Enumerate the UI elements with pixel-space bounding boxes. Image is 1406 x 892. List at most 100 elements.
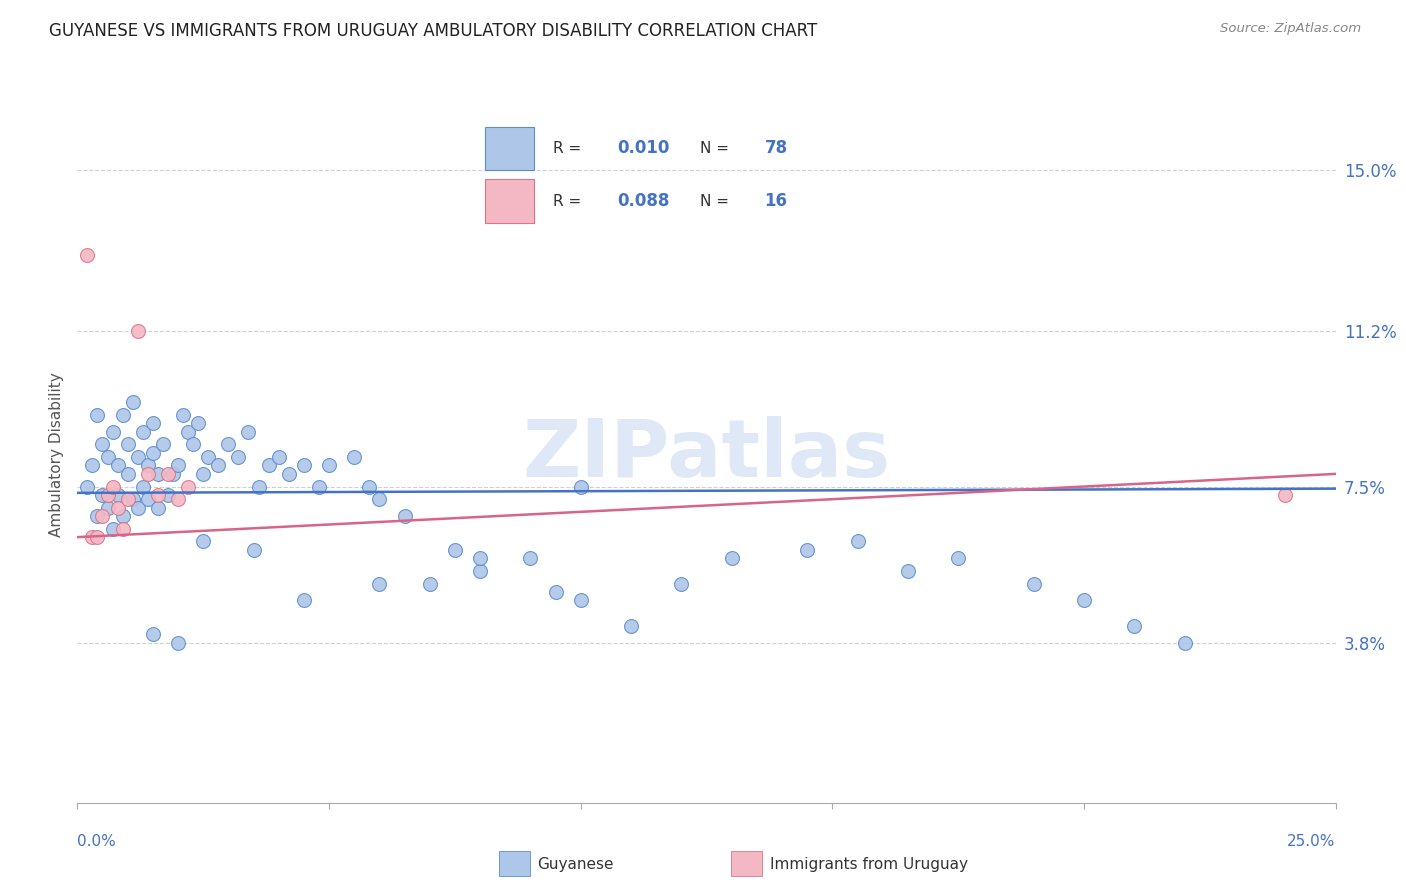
Point xyxy=(419,576,441,591)
FancyBboxPatch shape xyxy=(485,127,534,170)
Point xyxy=(343,450,366,464)
Point xyxy=(136,492,159,507)
Point xyxy=(368,576,391,591)
Point xyxy=(96,488,118,502)
Text: N =: N = xyxy=(700,141,734,156)
Text: 0.0%: 0.0% xyxy=(77,834,117,849)
Text: ZIPatlas: ZIPatlas xyxy=(523,416,890,494)
Point xyxy=(167,492,190,507)
Point xyxy=(111,522,134,536)
Point xyxy=(444,542,467,557)
Point xyxy=(172,408,194,422)
Point xyxy=(117,492,139,507)
Point xyxy=(146,488,169,502)
Point xyxy=(468,551,491,566)
Point xyxy=(162,467,184,481)
Point xyxy=(96,500,118,515)
Text: 25.0%: 25.0% xyxy=(1288,834,1336,849)
Point xyxy=(91,437,114,451)
Point xyxy=(96,450,118,464)
Y-axis label: Ambulatory Disability: Ambulatory Disability xyxy=(49,373,65,537)
Point xyxy=(101,479,124,493)
Point xyxy=(267,450,290,464)
Point xyxy=(519,551,541,566)
Point xyxy=(142,417,165,431)
Point xyxy=(177,425,200,439)
Text: R =: R = xyxy=(553,141,586,156)
Point xyxy=(569,479,592,493)
Point xyxy=(82,458,104,473)
Point xyxy=(846,534,869,549)
Point xyxy=(101,522,124,536)
Point xyxy=(146,467,169,481)
Point xyxy=(156,488,179,502)
Text: R =: R = xyxy=(553,194,586,209)
Point xyxy=(292,593,315,607)
Point xyxy=(107,488,129,502)
Point xyxy=(127,324,149,338)
Point xyxy=(948,551,970,566)
Point xyxy=(91,488,114,502)
Point xyxy=(111,408,134,422)
Text: 78: 78 xyxy=(765,139,787,158)
Point xyxy=(82,530,104,544)
Point xyxy=(167,635,190,649)
Point xyxy=(1274,488,1296,502)
Point xyxy=(152,437,174,451)
Point xyxy=(1022,576,1045,591)
Point xyxy=(76,247,98,261)
Point xyxy=(86,408,108,422)
Point xyxy=(720,551,742,566)
Point xyxy=(368,492,391,507)
Point xyxy=(136,458,159,473)
Point xyxy=(1174,635,1197,649)
Point xyxy=(897,564,920,578)
Point xyxy=(197,450,219,464)
Point xyxy=(620,618,643,632)
Text: 0.010: 0.010 xyxy=(617,139,669,158)
Point xyxy=(117,437,139,451)
Point xyxy=(1123,618,1146,632)
Text: GUYANESE VS IMMIGRANTS FROM URUGUAY AMBULATORY DISABILITY CORRELATION CHART: GUYANESE VS IMMIGRANTS FROM URUGUAY AMBU… xyxy=(49,22,817,40)
Point xyxy=(167,458,190,473)
Point xyxy=(544,585,567,599)
Point xyxy=(796,542,818,557)
Text: Source: ZipAtlas.com: Source: ZipAtlas.com xyxy=(1220,22,1361,36)
Point xyxy=(292,458,315,473)
Point xyxy=(142,446,165,460)
Point xyxy=(277,467,299,481)
Point xyxy=(121,395,143,409)
Point xyxy=(156,467,179,481)
Point xyxy=(86,509,108,524)
Point xyxy=(247,479,270,493)
Point xyxy=(121,492,143,507)
Point xyxy=(127,500,149,515)
Point xyxy=(111,509,134,524)
Point xyxy=(181,437,204,451)
Point xyxy=(91,509,114,524)
Point xyxy=(569,593,592,607)
Point xyxy=(1073,593,1095,607)
Point xyxy=(146,500,169,515)
Point xyxy=(207,458,229,473)
Point xyxy=(359,479,381,493)
Point xyxy=(308,479,330,493)
Point xyxy=(671,576,693,591)
Point xyxy=(191,467,215,481)
Point xyxy=(238,425,260,439)
Point xyxy=(86,530,108,544)
Point xyxy=(394,509,416,524)
Point xyxy=(142,627,165,641)
Point xyxy=(76,479,98,493)
Point xyxy=(187,417,209,431)
Point xyxy=(242,542,264,557)
FancyBboxPatch shape xyxy=(485,179,534,223)
Text: 0.088: 0.088 xyxy=(617,193,669,211)
Point xyxy=(136,467,159,481)
Point xyxy=(132,479,155,493)
Point xyxy=(127,450,149,464)
Point xyxy=(468,564,491,578)
Point xyxy=(217,437,239,451)
Point xyxy=(228,450,250,464)
Text: N =: N = xyxy=(700,194,734,209)
